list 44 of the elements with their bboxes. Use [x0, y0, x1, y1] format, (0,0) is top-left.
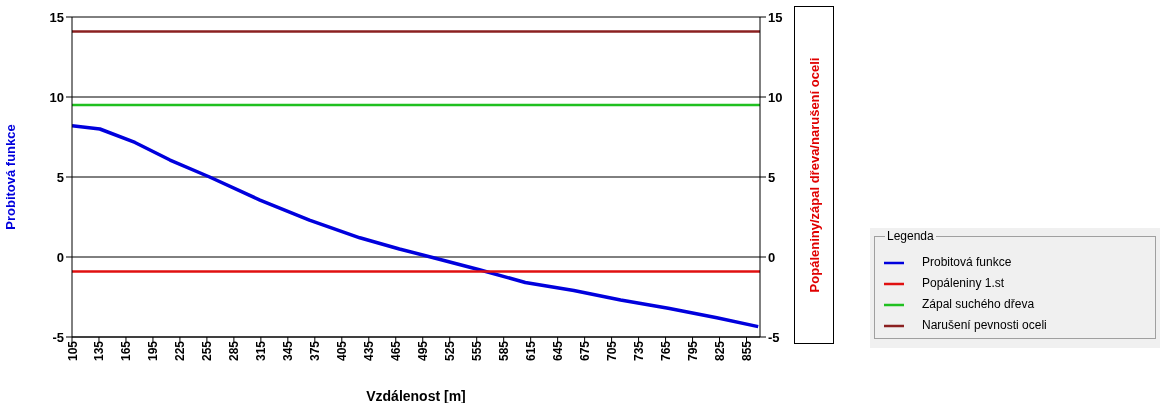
y2-tick-label: -5 — [768, 329, 780, 345]
x-tick-label: 225 — [173, 340, 188, 362]
x-tick-label: 765 — [659, 340, 674, 362]
legend-label: Popáleniny 1.st — [922, 276, 1005, 290]
y-tick-label: 10 — [49, 89, 64, 105]
x-tick-label: 435 — [362, 340, 377, 362]
legend-label: Probitová funkce — [922, 255, 1012, 269]
y2-tick-label: 15 — [768, 9, 783, 25]
x-tick-label: 345 — [281, 340, 296, 362]
y-tick-label: 15 — [49, 9, 64, 25]
x-tick-label: 375 — [308, 340, 323, 362]
x-tick-label: 585 — [497, 340, 512, 362]
x-tick-label: 735 — [632, 340, 647, 362]
x-tick-label: 135 — [92, 340, 107, 362]
legend-title: Legenda — [885, 229, 936, 243]
legend-label: Zápal suchého dřeva — [922, 297, 1035, 311]
x-tick-label: 645 — [551, 340, 566, 362]
x-tick-label: 105 — [65, 340, 80, 362]
y-tick-label: 5 — [56, 169, 64, 185]
y2-axis-title: Popáleniny/zápal dřeva/narušení oceli — [806, 57, 822, 293]
x-tick-label: 555 — [470, 340, 485, 362]
y2-tick-label: 10 — [768, 89, 783, 105]
y2-tick-label: 5 — [768, 169, 776, 185]
x-tick-label: 285 — [227, 340, 242, 362]
x-tick-label: 405 — [335, 340, 350, 362]
x-tick-label: 465 — [389, 340, 404, 362]
x-axis-title: Vzdálenost [m] — [366, 388, 466, 403]
x-tick-label: 165 — [119, 340, 134, 362]
x-tick-label: 675 — [578, 340, 593, 362]
x-tick-label: 525 — [443, 340, 458, 362]
x-tick-label: 255 — [200, 340, 215, 362]
y-tick-label: 0 — [56, 249, 64, 265]
y-tick-label: -5 — [52, 329, 64, 345]
y-axis-title: Probitová funkce — [2, 124, 18, 230]
x-tick-label: 855 — [740, 340, 755, 362]
x-tick-label: 195 — [146, 340, 161, 362]
x-tick-label: 615 — [524, 340, 539, 362]
x-tick-label: 495 — [416, 340, 431, 362]
x-tick-label: 315 — [254, 340, 269, 362]
x-tick-label: 825 — [713, 340, 728, 362]
y2-tick-label: 0 — [768, 249, 776, 265]
x-tick-label: 705 — [605, 340, 620, 362]
x-tick-label: 795 — [686, 340, 701, 362]
legend-label: Narušení pevnosti oceli — [922, 318, 1047, 332]
